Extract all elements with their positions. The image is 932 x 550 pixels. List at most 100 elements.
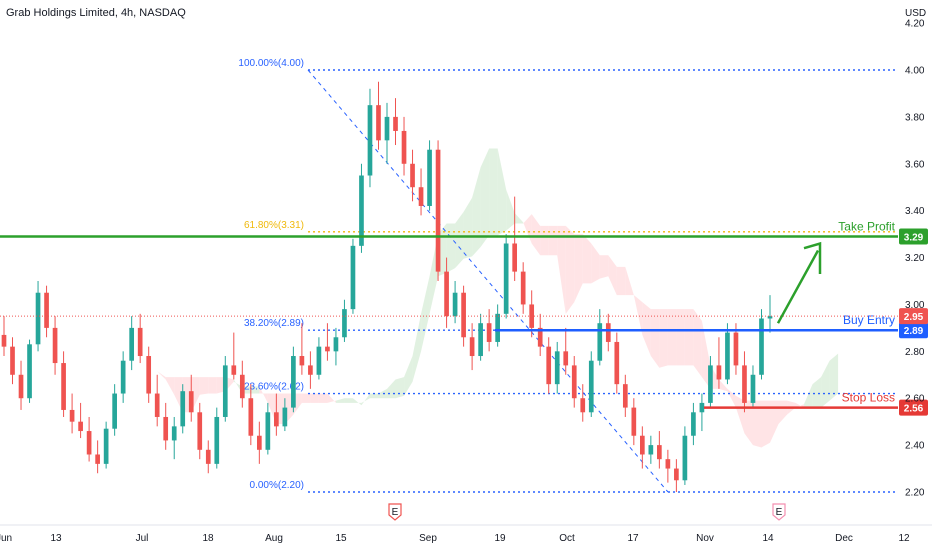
candle-body bbox=[367, 105, 373, 176]
time-tick-label: Aug bbox=[265, 533, 283, 544]
cloud-segment bbox=[804, 384, 813, 408]
candle-body bbox=[444, 271, 449, 317]
candle-body bbox=[384, 116, 390, 141]
cloud-segment bbox=[633, 295, 643, 335]
candle-body bbox=[10, 346, 15, 375]
candle-body bbox=[333, 337, 339, 352]
price-axis[interactable]: 2.20 2.40 2.60 2.80 3.00 3.20 3.40 3.60 3.80 4.00… bbox=[905, 19, 925, 499]
candle-body bbox=[725, 332, 730, 380]
candle-body bbox=[342, 309, 347, 338]
cloud-segment bbox=[352, 398, 362, 406]
price-tick-label: 2.20 bbox=[905, 488, 925, 499]
candle-body bbox=[750, 374, 756, 403]
cloud-segment bbox=[752, 400, 762, 448]
cloud-segment bbox=[557, 225, 566, 314]
candle-body bbox=[78, 421, 83, 432]
candle-body bbox=[665, 459, 671, 469]
cloud-segment bbox=[335, 398, 345, 403]
candle-body bbox=[554, 351, 560, 385]
candle-body bbox=[469, 337, 475, 357]
chart-title: Grab Holdings Limited, 4h, NASDAQ bbox=[6, 7, 186, 19]
candle-body bbox=[274, 412, 279, 427]
candle-body bbox=[486, 323, 492, 342]
price-tick-label: 3.60 bbox=[905, 159, 925, 170]
candle-body bbox=[171, 426, 177, 441]
fib-level-label: 61.80%(3.31) bbox=[244, 220, 304, 231]
cloud-segment bbox=[199, 377, 209, 395]
cloud-segment bbox=[395, 377, 405, 399]
cloud-segment bbox=[327, 393, 336, 403]
time-axis[interactable]: Jun 13 Jul 18 Aug 15 Sep 19 Oct 17 Nov 14 Dec 12 bbox=[0, 533, 910, 544]
cloud-segment bbox=[574, 234, 583, 303]
candle-body bbox=[239, 374, 245, 399]
candle-body bbox=[682, 435, 688, 481]
candle-body bbox=[767, 316, 773, 319]
currency-label: USD bbox=[905, 8, 926, 19]
candle-body bbox=[393, 116, 398, 131]
annotation-label: Buy Entry bbox=[843, 313, 895, 327]
annotation-price-tag-text: 2.56 bbox=[904, 404, 924, 415]
time-tick-label: Jul bbox=[136, 533, 149, 544]
earnings-marker-icon[interactable] bbox=[772, 503, 786, 521]
time-tick-label: 13 bbox=[50, 533, 62, 544]
cloud-segment bbox=[455, 211, 464, 269]
candle-body bbox=[61, 363, 66, 410]
earnings-marker-icon[interactable] bbox=[388, 503, 402, 521]
projection-arrow[interactable] bbox=[776, 249, 820, 324]
price-tick-label: 3.00 bbox=[905, 300, 925, 311]
trade-annotations[interactable]: Take Profit 3.29 Buy Entry 2.89 Stop Loss 2.5… bbox=[0, 219, 928, 416]
candle-body bbox=[376, 105, 381, 141]
annotation-price-tag-text: 2.89 bbox=[904, 326, 924, 337]
candle-body bbox=[27, 344, 32, 399]
candle-body bbox=[571, 365, 577, 399]
time-tick-label: 12 bbox=[898, 533, 910, 544]
projection-arrow-head bbox=[803, 241, 822, 274]
annotation-price-tag bbox=[899, 228, 928, 245]
cloud-segment bbox=[565, 225, 575, 314]
candle-body bbox=[359, 175, 364, 246]
annotation-price-tag bbox=[899, 399, 928, 416]
price-tick-label: 3.40 bbox=[905, 206, 925, 217]
candle-body bbox=[733, 332, 739, 366]
candle-body bbox=[597, 323, 603, 361]
fib-level-label: 38.20%(2.89) bbox=[244, 318, 304, 329]
time-tick-label: Dec bbox=[835, 533, 853, 544]
cloud-segment bbox=[472, 167, 481, 257]
cloud-segment bbox=[310, 393, 319, 403]
candle-body bbox=[691, 412, 696, 436]
cloud-segment bbox=[761, 400, 770, 448]
cloud-segment bbox=[318, 393, 328, 403]
candle-body bbox=[588, 360, 594, 413]
candle-body bbox=[154, 393, 160, 417]
candle-body bbox=[205, 449, 211, 464]
candle-body bbox=[69, 409, 75, 422]
cloud-segment bbox=[514, 213, 524, 224]
cloud-segment bbox=[608, 255, 617, 296]
last-price-tag bbox=[899, 308, 928, 325]
candle-body bbox=[452, 292, 458, 317]
candle-body bbox=[256, 435, 262, 450]
cloud-segment bbox=[369, 393, 379, 399]
candle-body bbox=[112, 393, 117, 429]
candle-body bbox=[503, 243, 509, 314]
cloud-segment bbox=[582, 234, 592, 284]
cloud-segment bbox=[684, 309, 694, 366]
candle-body bbox=[222, 365, 228, 417]
cloud-segment bbox=[540, 225, 549, 256]
cloud-segment bbox=[659, 309, 668, 368]
candle-body bbox=[188, 391, 194, 413]
cloud-segment bbox=[616, 266, 626, 296]
cloud-segment bbox=[165, 377, 175, 395]
time-tick-label: 19 bbox=[494, 533, 506, 544]
cloud-segment bbox=[625, 266, 634, 296]
candle-body bbox=[52, 327, 58, 364]
candle-body bbox=[86, 431, 92, 455]
candle-body bbox=[231, 365, 237, 375]
candle-body bbox=[478, 323, 483, 357]
time-tick-label: Jun bbox=[0, 533, 12, 544]
candle-body bbox=[350, 245, 356, 310]
candle-body bbox=[95, 454, 100, 464]
candle-body bbox=[35, 292, 41, 345]
